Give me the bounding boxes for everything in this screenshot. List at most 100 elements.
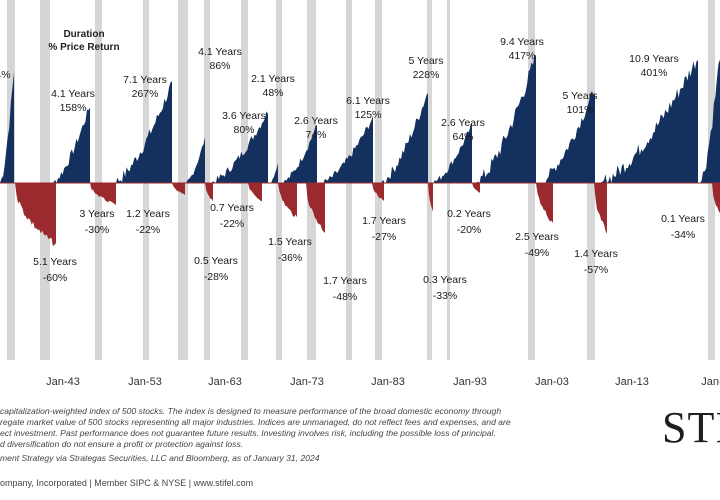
bull-market-area [700, 59, 720, 183]
bull-market-area [210, 111, 268, 183]
bull-market-area [270, 163, 278, 183]
bear-market-area [472, 183, 480, 193]
bull-duration-label: 4.1 Years [198, 46, 242, 58]
bear-duration-label: 0.1 Years [661, 213, 705, 225]
bear-market-area [594, 183, 607, 234]
bear-market-area [306, 183, 325, 233]
bull-market-area [113, 81, 172, 183]
recession-band [276, 0, 282, 360]
bull-market-area [186, 137, 205, 183]
x-tick-label: Jan- [701, 376, 720, 388]
bull-market-area [282, 124, 317, 183]
bear-duration-label: 1.7 Years [323, 275, 367, 287]
bull-return-label: 101% [567, 104, 594, 116]
market-labels: 4% 4.1 Years 158% 7.1 Years 267% 4.1 Years 86%… [0, 36, 705, 303]
recession-band [204, 0, 210, 360]
bear-duration-label: 0.2 Years [447, 208, 491, 220]
bear-duration-label: 0.7 Years [210, 202, 254, 214]
bear-duration-label: 1.4 Years [574, 248, 618, 260]
x-tick-label: Jan-73 [290, 376, 324, 388]
bull-return-label: 74% [305, 129, 326, 141]
source-note: ment Strategy via Strategas Securities, … [0, 453, 320, 463]
x-axis-ticks: Jan-43 Jan-53 Jan-63 Jan-73 Jan-83 Jan-93 Jan-… [46, 376, 720, 388]
disclaimer-line: d diversification do not ensure a profit… [0, 439, 244, 449]
bear-return-label: -22% [136, 224, 161, 236]
bear-duration-label: 0.3 Years [423, 274, 467, 286]
bull-market-area [432, 123, 472, 183]
recession-band [178, 0, 188, 360]
bear-return-label: -49% [525, 247, 550, 259]
bear-duration-label: 3 Years [79, 208, 114, 220]
bull-market-area [475, 54, 536, 183]
bull-return-label: 86% [209, 60, 230, 72]
bull-return-label: 4% [0, 69, 11, 81]
disclaimer: capitalization-weighted index of 500 sto… [0, 406, 640, 450]
bear-market-area [90, 183, 116, 206]
recession-band [95, 0, 102, 360]
bull-duration-label: 3.6 Years [222, 110, 266, 122]
bull-market-area [598, 60, 698, 183]
bull-market-area [0, 72, 14, 183]
recession-band [40, 0, 50, 360]
bear-duration-label: 1.7 Years [362, 215, 406, 227]
bear-market-area [172, 183, 185, 195]
bull-return-label: 401% [641, 67, 668, 79]
header-price-return: % Price Return [48, 42, 119, 53]
bear-market-area [372, 183, 384, 201]
bull-duration-label: 7.1 Years [123, 74, 167, 86]
bear-return-label: -36% [278, 252, 303, 264]
bear-return-label: -60% [43, 272, 68, 284]
bull-duration-label: 5 Years [562, 90, 597, 102]
bull-duration-label: 9.4 Years [500, 36, 544, 48]
bull-return-label: 48% [262, 87, 283, 99]
bull-return-label: 125% [355, 109, 382, 121]
x-tick-label: Jan-93 [453, 376, 487, 388]
bull-duration-label: 6.1 Years [346, 95, 390, 107]
bear-return-label: -33% [433, 290, 458, 302]
bear-return-label: -48% [333, 291, 358, 303]
disclaimer-line: capitalization-weighted index of 500 sto… [0, 406, 502, 416]
bear-duration-label: 0.5 Years [194, 255, 238, 267]
bull-duration-label: 2.6 Years [441, 117, 485, 129]
x-tick-label: Jan-53 [128, 376, 162, 388]
bear-return-label: -30% [85, 224, 110, 236]
x-tick-label: Jan-13 [615, 376, 649, 388]
bull-market-area [322, 115, 373, 183]
bull-bear-chart: Duration % Price Return 4% 4.1 Years 158% 7… [0, 0, 720, 388]
recession-band [427, 0, 432, 360]
bear-market-area [428, 183, 433, 212]
bull-duration-label: 5 Years [408, 55, 443, 67]
bear-return-label: -57% [584, 264, 609, 276]
bear-market-area [536, 183, 553, 223]
bear-duration-label: 1.2 Years [126, 208, 170, 220]
bear-market-area [248, 183, 262, 202]
recession-band [375, 0, 382, 360]
market-areas [0, 54, 720, 247]
bear-market-area [278, 183, 297, 218]
bear-return-label: -28% [204, 271, 229, 283]
bear-duration-label: 5.1 Years [33, 256, 77, 268]
disclaimer-line: regate market value of 500 stocks repres… [0, 417, 511, 427]
bear-return-label: -34% [671, 229, 696, 241]
bull-return-label: 158% [60, 102, 87, 114]
bear-return-label: -27% [372, 231, 397, 243]
x-tick-label: Jan-63 [208, 376, 242, 388]
bull-market-area [538, 91, 595, 183]
x-tick-label: Jan-83 [371, 376, 405, 388]
bull-return-label: 64% [452, 131, 473, 143]
bull-duration-label: 4.1 Years [51, 88, 95, 100]
bull-return-label: 267% [132, 88, 159, 100]
x-tick-label: Jan-43 [46, 376, 80, 388]
bull-duration-label: 2.1 Years [251, 73, 295, 85]
bear-market-area [205, 183, 213, 202]
bear-duration-label: 1.5 Years [268, 236, 312, 248]
disclaimer-line: ect investment. Past performance does no… [0, 428, 496, 438]
bull-duration-label: 10.9 Years [629, 53, 679, 65]
bull-duration-label: 2.6 Years [294, 115, 338, 127]
company-footer: ompany, Incorporated | Member SIPC & NYS… [0, 478, 254, 488]
header-duration: Duration [63, 29, 104, 40]
bear-market-area [15, 183, 56, 247]
x-tick-label: Jan-03 [535, 376, 569, 388]
bull-market-area [380, 92, 428, 183]
bear-return-label: -22% [220, 218, 245, 230]
